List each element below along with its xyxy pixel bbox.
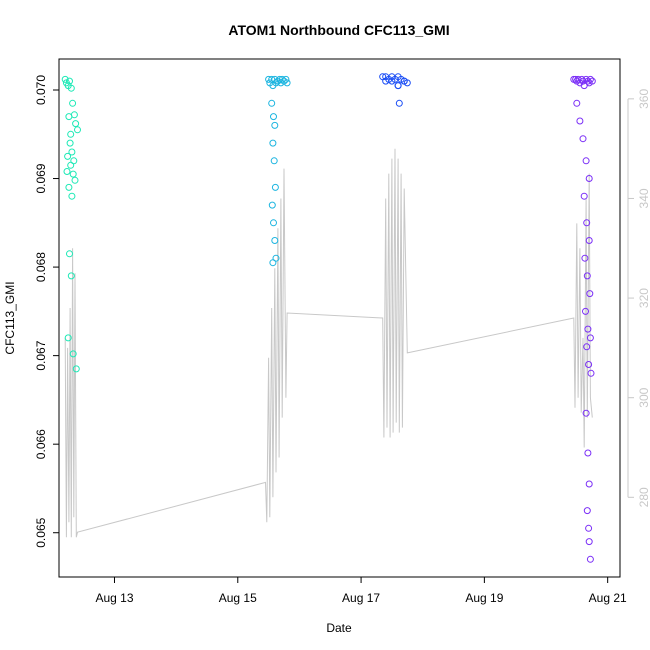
data-point [67,84,75,92]
plot-frame [58,58,621,578]
data-point [582,307,589,315]
data-point [63,168,71,175]
right-tick-label: 340 [637,188,650,208]
data-point [74,126,81,134]
data-point [573,99,581,107]
data-point [69,170,77,178]
data-point [64,334,72,342]
x-tick-label: Aug 17 [342,591,380,605]
y-tick-label: 0.068 [34,252,48,282]
data-point [282,75,290,83]
data-point [585,524,593,532]
data-point [583,272,591,280]
data-point [586,555,594,563]
data-point [67,130,75,138]
data-point [583,343,591,351]
y-tick-label: 0.067 [34,340,48,370]
data-point [394,82,402,90]
chart-title: ATOM1 Northbound CFC113_GMI [228,22,449,38]
data-point [270,219,277,227]
y-tick-label: 0.070 [34,75,48,105]
data-point [582,157,590,165]
right-tick-label: 280 [637,487,650,507]
series-1 [265,75,291,267]
x-tick-label: Aug 21 [589,591,627,605]
data-point [269,139,277,147]
data-point [268,201,276,209]
data-point [270,157,278,165]
x-axis: Aug 13 Aug 15 Aug 17 Aug 19 Aug 21 [95,576,627,605]
secondary-line-layer [64,148,593,538]
data-point [584,325,592,333]
data-point [68,192,76,200]
data-point [269,259,277,267]
right-tick-label: 300 [637,387,650,407]
series-2 [379,73,411,107]
data-point [283,79,291,87]
data-point [65,183,73,191]
x-tick-label: Aug 13 [95,591,133,605]
data-point [395,99,403,107]
series-0 [61,75,81,373]
data-point [278,75,286,83]
series-3 [570,75,596,563]
data-point [272,79,280,87]
data-point [66,250,73,258]
data-point [585,538,593,546]
data-point [68,148,76,156]
data-point [271,121,279,129]
data-point [584,449,592,457]
data-point [271,237,279,244]
data-point [69,350,77,358]
data-point [400,77,408,85]
data-point [67,272,75,280]
data-point [576,117,584,125]
y-axis-label: CFC113_GMI [3,281,17,354]
right-tick-label: 320 [637,288,650,308]
data-point [64,152,72,160]
data-point [579,135,587,143]
right-axis: 280 300 320 340 360 [627,89,650,507]
data-point [65,113,73,121]
x-axis-label: Date [326,621,352,635]
data-point [578,75,586,83]
x-tick-label: Aug 15 [219,591,257,605]
data-point [271,183,279,191]
data-point [586,75,594,83]
data-point [583,219,591,227]
data-point [388,77,396,85]
y-tick-label: 0.069 [34,163,48,193]
data-point [69,99,77,107]
data-point [586,290,594,298]
data-point [72,365,80,373]
data-point [66,77,73,85]
data-point [585,361,593,368]
data-point [582,409,590,417]
y-axis: 0.065 0.066 0.067 0.068 0.069 0.070 [34,75,60,548]
data-point [66,139,74,147]
data-point [268,99,276,107]
data-point [61,75,69,83]
y-tick-label: 0.066 [34,429,48,459]
data-point [583,507,591,515]
data-point [585,480,593,488]
data-point [71,176,79,184]
secondary-series-line [64,148,593,538]
x-tick-label: Aug 19 [465,591,503,605]
data-point [270,113,277,121]
data-point [581,254,589,262]
right-tick-label: 360 [637,89,650,109]
data-point [586,334,594,342]
data-point [72,120,80,128]
y-tick-label: 0.065 [34,517,48,547]
data-point [585,175,593,182]
data-point [580,192,588,200]
data-point [574,75,582,83]
points-layer [61,73,596,563]
data-point [587,369,595,377]
data-point [585,237,593,244]
data-point [70,157,78,165]
data-point [588,77,596,85]
